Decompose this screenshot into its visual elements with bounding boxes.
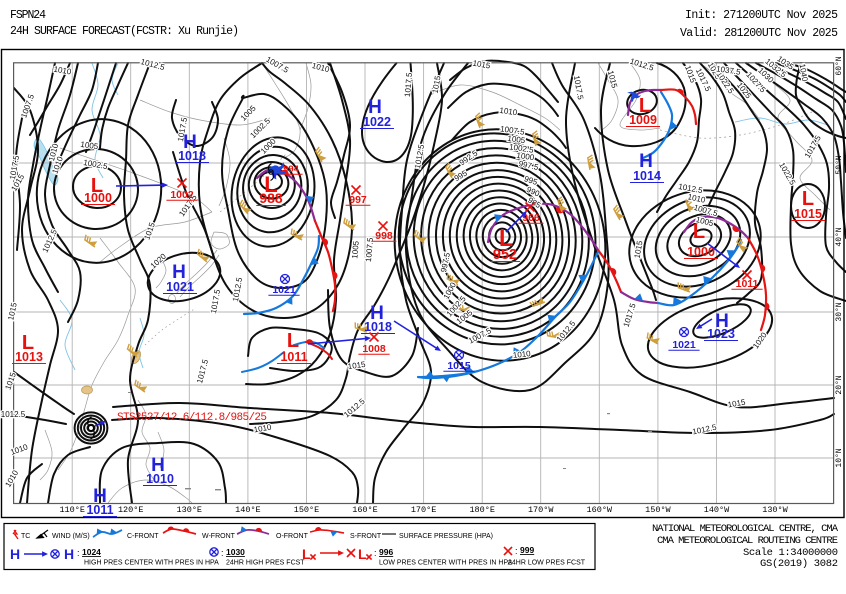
svg-text:140°W: 140°W — [704, 505, 730, 515]
svg-text:1014: 1014 — [633, 169, 661, 183]
svg-text:24H SURFACE FORECAST(FCSTR: Xu: 24H SURFACE FORECAST(FCSTR: Xu Runjie) — [10, 25, 239, 38]
svg-text:H: H — [10, 546, 20, 562]
svg-text:1009: 1009 — [629, 113, 657, 127]
svg-text:170°W: 170°W — [528, 505, 554, 515]
svg-text:L: L — [302, 546, 311, 562]
svg-text:996: 996 — [379, 547, 393, 557]
svg-text:WIND (M/S): WIND (M/S) — [52, 533, 90, 540]
svg-text:997: 997 — [349, 194, 367, 206]
svg-text:1011: 1011 — [736, 278, 759, 290]
svg-text:988: 988 — [259, 190, 283, 206]
svg-text:1018: 1018 — [364, 320, 392, 334]
svg-text:FSPN24: FSPN24 — [10, 9, 46, 22]
svg-text:120°E: 120°E — [118, 505, 144, 515]
svg-text:TC: TC — [21, 533, 30, 540]
svg-text:1005: 1005 — [350, 240, 361, 259]
svg-text:30°N: 30°N — [835, 302, 844, 321]
svg-text:CMA METEOROLOGICAL ROUTEING CE: CMA METEOROLOGICAL ROUTEING CENTRE — [657, 535, 838, 547]
svg-text:24HR LOW PRES FCST: 24HR LOW PRES FCST — [508, 560, 586, 567]
svg-text:S-FRONT: S-FRONT — [350, 533, 382, 540]
svg-text:180°E: 180°E — [469, 505, 495, 515]
svg-text:GS(2019) 3082: GS(2019) 3082 — [760, 558, 838, 570]
svg-text:LOW PRES CENTER WITH PRES IN H: LOW PRES CENTER WITH PRES IN HPA — [379, 560, 513, 567]
svg-text:60°N: 60°N — [835, 56, 844, 75]
svg-text:1013: 1013 — [15, 350, 43, 364]
svg-text:170°E: 170°E — [411, 505, 437, 515]
svg-text:999: 999 — [520, 545, 534, 555]
svg-text:L: L — [358, 546, 367, 562]
svg-text:1010: 1010 — [146, 472, 174, 486]
svg-text:150°E: 150°E — [294, 505, 320, 515]
svg-text::: : — [77, 548, 80, 558]
svg-text:O-FRONT: O-FRONT — [276, 533, 309, 540]
svg-text:H: H — [64, 546, 74, 562]
svg-text:1021: 1021 — [272, 284, 296, 296]
svg-text:L: L — [287, 330, 299, 352]
svg-text:1008: 1008 — [362, 343, 386, 355]
svg-text:1022: 1022 — [363, 115, 391, 129]
svg-text:20°N: 20°N — [835, 375, 844, 394]
svg-text:1018: 1018 — [178, 149, 206, 163]
svg-text:10°N: 10°N — [835, 448, 844, 467]
svg-text:1011: 1011 — [280, 350, 307, 364]
svg-text:1015: 1015 — [447, 360, 471, 372]
svg-text:150°W: 150°W — [645, 505, 671, 515]
svg-text:1030: 1030 — [226, 547, 245, 557]
svg-text:1021: 1021 — [166, 280, 194, 294]
svg-text:40°N: 40°N — [835, 227, 844, 246]
svg-text:140°E: 140°E — [235, 505, 261, 515]
svg-text::: : — [515, 546, 518, 556]
svg-text:110°E: 110°E — [59, 505, 85, 515]
svg-text:1002: 1002 — [170, 189, 194, 201]
svg-text:1000: 1000 — [84, 191, 112, 205]
svg-text:HIGH PRES CENTER WITH PRES IN: HIGH PRES CENTER WITH PRES IN HPA — [84, 560, 219, 567]
svg-text:1023: 1023 — [707, 327, 735, 341]
svg-text:C-FRONT: C-FRONT — [127, 533, 159, 540]
svg-text::: : — [374, 548, 377, 558]
svg-text:1010: 1010 — [512, 349, 531, 360]
svg-text:1024: 1024 — [82, 547, 101, 557]
svg-text:50°N: 50°N — [835, 155, 844, 174]
svg-text:1015: 1015 — [794, 207, 822, 221]
svg-text:SURFACE PRESSURE (HPA): SURFACE PRESSURE (HPA) — [399, 533, 493, 540]
svg-text:160°W: 160°W — [587, 505, 613, 515]
svg-text:Init: 271200UTC Nov 2025: Init: 271200UTC Nov 2025 — [685, 9, 838, 22]
svg-text:1011: 1011 — [86, 503, 113, 517]
svg-text:998: 998 — [375, 230, 393, 242]
svg-text:STS2527/12.6/112.8/985/25: STS2527/12.6/112.8/985/25 — [117, 412, 267, 424]
svg-text:W-FRONT: W-FRONT — [202, 533, 236, 540]
svg-text:1012.5: 1012.5 — [1, 410, 26, 419]
svg-text:24HR HIGH PRES FCST: 24HR HIGH PRES FCST — [226, 560, 305, 567]
svg-text:130°W: 130°W — [762, 505, 788, 515]
svg-text:Valid: 281200UTC Nov 2025: Valid: 281200UTC Nov 2025 — [680, 27, 838, 40]
svg-text:130°E: 130°E — [177, 505, 203, 515]
svg-text:952: 952 — [493, 247, 517, 263]
svg-text:994: 994 — [283, 164, 300, 175]
svg-text::: : — [221, 548, 224, 558]
svg-text:1021: 1021 — [672, 339, 696, 351]
svg-text:160°E: 160°E — [352, 505, 378, 515]
svg-text:1000: 1000 — [687, 245, 715, 259]
svg-text:L: L — [693, 221, 705, 243]
svg-text:NATIONAL METEOROLOGICAL CENTRE: NATIONAL METEOROLOGICAL CENTRE, CMA — [652, 523, 839, 535]
